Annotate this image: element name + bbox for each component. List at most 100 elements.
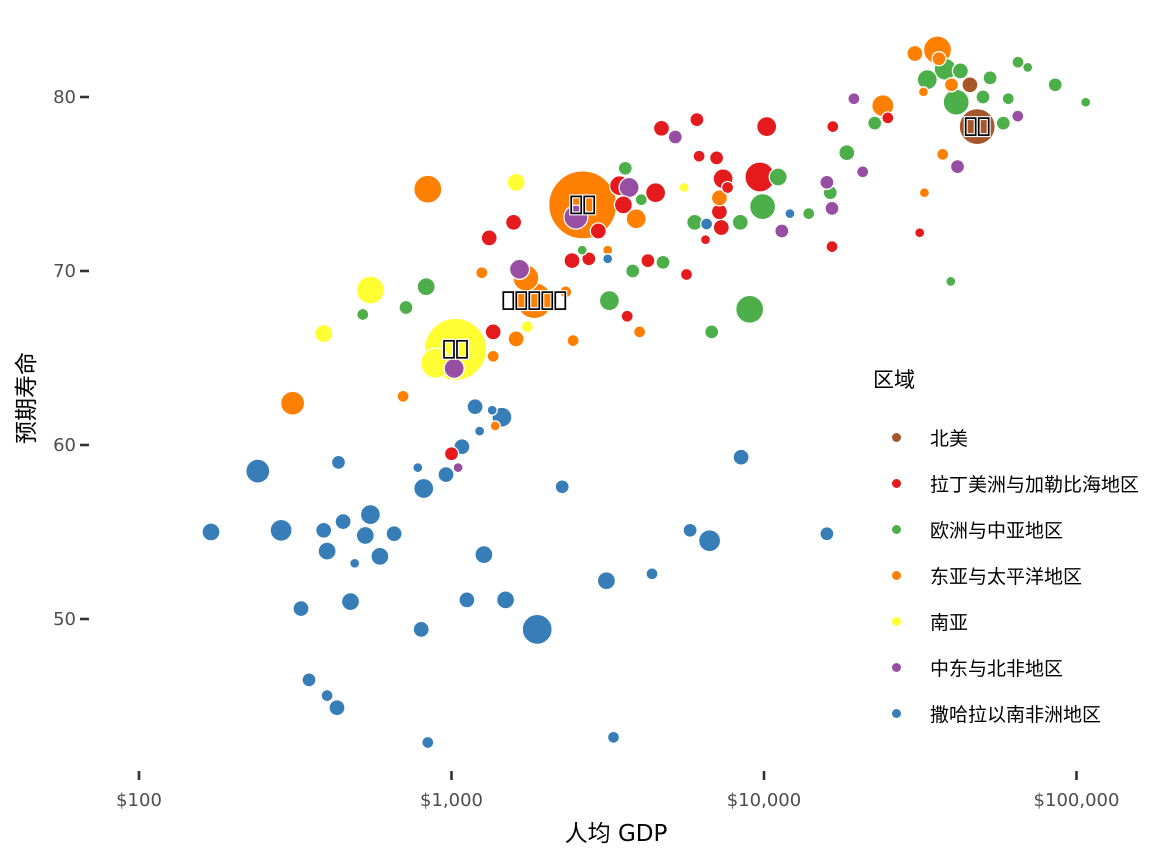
data-point bbox=[507, 330, 525, 348]
data-point bbox=[613, 195, 634, 215]
data-point bbox=[355, 275, 386, 305]
data-point bbox=[412, 620, 430, 639]
data-point bbox=[330, 454, 347, 471]
data-point bbox=[292, 599, 310, 618]
data-point bbox=[838, 144, 856, 162]
data-point bbox=[1011, 109, 1025, 123]
data-point bbox=[697, 529, 722, 553]
data-point bbox=[504, 213, 523, 231]
data-point bbox=[495, 590, 516, 610]
data-point bbox=[720, 180, 735, 195]
data-point bbox=[881, 111, 895, 125]
data-point bbox=[667, 129, 683, 145]
data-point bbox=[678, 181, 690, 194]
data-point bbox=[489, 420, 501, 432]
data-point bbox=[867, 115, 883, 131]
data-point bbox=[301, 672, 317, 688]
country-label-tofu-box bbox=[502, 291, 515, 310]
legend-dot-icon bbox=[892, 662, 901, 672]
data-point bbox=[951, 62, 970, 80]
data-point bbox=[774, 223, 790, 239]
data-point bbox=[1022, 61, 1034, 74]
data-point bbox=[506, 172, 526, 192]
legend-dot-icon bbox=[892, 524, 901, 534]
data-point bbox=[936, 147, 950, 162]
data-point bbox=[480, 229, 498, 247]
data-point bbox=[245, 458, 271, 484]
legend-entry-label: 拉丁美洲与加勒比海地区 bbox=[930, 473, 1140, 496]
data-point bbox=[349, 557, 361, 569]
legend-entry-label: 南亚 bbox=[930, 611, 969, 634]
data-point bbox=[396, 389, 410, 403]
data-point bbox=[413, 477, 435, 500]
data-point bbox=[931, 51, 947, 67]
country-label-tofu-box bbox=[977, 117, 990, 136]
data-point bbox=[473, 425, 486, 437]
data-point bbox=[315, 521, 333, 539]
data-point bbox=[412, 461, 424, 474]
y-axis-title: 预期寿命 bbox=[14, 352, 40, 444]
data-point bbox=[961, 76, 979, 94]
data-point bbox=[355, 525, 375, 546]
data-point bbox=[618, 176, 640, 199]
data-point bbox=[320, 688, 334, 703]
legend-entry: 欧洲与中亚地区 bbox=[873, 506, 1152, 552]
legend-entry-label: 东亚与太平洋地区 bbox=[930, 565, 1083, 588]
data-point bbox=[640, 252, 656, 269]
country-label-tofu-box bbox=[515, 291, 528, 310]
data-point bbox=[949, 158, 966, 175]
data-point bbox=[824, 200, 840, 217]
data-point bbox=[606, 730, 621, 744]
data-point bbox=[581, 251, 597, 267]
data-point bbox=[598, 289, 621, 312]
legend-dot-icon bbox=[892, 478, 901, 488]
data-point bbox=[279, 390, 306, 416]
data-point bbox=[679, 267, 694, 282]
data-point bbox=[563, 251, 581, 270]
data-point bbox=[819, 526, 835, 542]
legend-entry: 拉丁美洲与加勒比海地区 bbox=[873, 460, 1152, 506]
data-point bbox=[712, 218, 730, 237]
data-point bbox=[443, 357, 465, 380]
data-point bbox=[914, 227, 926, 239]
data-point bbox=[385, 525, 403, 543]
data-point bbox=[645, 567, 659, 581]
data-point bbox=[732, 448, 750, 466]
data-point bbox=[521, 613, 553, 646]
data-point bbox=[421, 735, 435, 750]
data-point bbox=[982, 70, 998, 86]
x-tick-label: $1,000 bbox=[420, 790, 483, 811]
x-axis-title: 人均 GDP bbox=[564, 821, 668, 847]
data-point bbox=[437, 465, 455, 484]
data-point bbox=[699, 217, 714, 231]
data-point bbox=[554, 479, 570, 495]
data-point bbox=[625, 263, 641, 279]
data-point bbox=[943, 77, 960, 93]
data-point bbox=[632, 325, 647, 339]
data-point bbox=[596, 571, 617, 591]
country-label-tofu-box bbox=[528, 291, 541, 310]
legend-dot-icon bbox=[892, 570, 901, 580]
country-label-tofu-box bbox=[570, 195, 583, 215]
legend-entries: 北美 拉丁美洲与加勒比海地区 欧洲与中亚地区 东亚与太平洋地区 南亚 中东与北非地区 撒哈拉… bbox=[873, 414, 1152, 736]
data-point bbox=[334, 512, 352, 531]
y-tick-label: 80 bbox=[53, 87, 76, 108]
data-point bbox=[692, 149, 706, 163]
country-label-tofu-box bbox=[554, 291, 567, 310]
data-point bbox=[917, 86, 930, 98]
data-point bbox=[359, 503, 382, 526]
data-point bbox=[566, 333, 580, 348]
legend-entry-label: 欧洲与中亚地区 bbox=[930, 519, 1064, 542]
data-point bbox=[475, 266, 489, 280]
data-point bbox=[416, 277, 436, 297]
y-tick-label: 50 bbox=[53, 609, 76, 630]
country-label-tofu-box bbox=[583, 195, 596, 215]
legend-entry-label: 撒哈拉以南非洲地区 bbox=[930, 703, 1102, 726]
data-point bbox=[918, 187, 931, 199]
legend-entry: 撒哈拉以南非洲地区 bbox=[873, 690, 1152, 736]
data-point bbox=[1001, 92, 1015, 106]
data-point bbox=[748, 192, 777, 221]
data-point bbox=[576, 244, 588, 256]
data-point bbox=[508, 258, 531, 280]
